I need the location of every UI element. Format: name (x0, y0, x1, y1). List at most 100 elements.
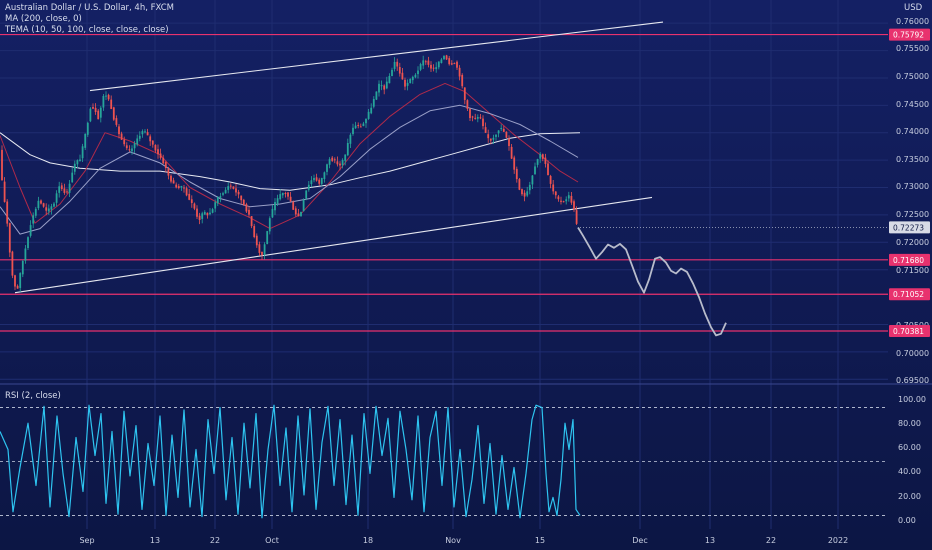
candle-body (242, 199, 245, 205)
candle-body (482, 118, 484, 127)
candle-body (362, 123, 365, 127)
candle-body (209, 212, 211, 215)
candle-body (14, 275, 16, 287)
ma200-line (0, 132, 581, 191)
candle-body (274, 201, 276, 211)
grid-lines (0, 0, 932, 529)
candle-body (21, 260, 24, 275)
candle-body (232, 186, 235, 189)
candle-body (391, 69, 393, 77)
candle-body (227, 186, 230, 190)
candle-body (383, 85, 386, 90)
candle-body (541, 154, 544, 159)
candle-body (567, 195, 570, 199)
candle-body (393, 61, 396, 69)
x-tick-label: Dec (632, 536, 647, 545)
candle-body (188, 193, 191, 200)
candle-body (554, 191, 557, 196)
candle-body (34, 208, 37, 216)
candle-body (27, 237, 29, 249)
candle-body (8, 223, 11, 253)
candle-body (162, 157, 165, 164)
candle-body (292, 201, 295, 210)
candle-body (237, 191, 240, 195)
candle-body (248, 209, 250, 215)
candle-body (219, 196, 222, 198)
indicator-lines (0, 82, 581, 235)
candle-body (94, 107, 97, 112)
candle-body (372, 99, 375, 107)
candle-body (170, 175, 172, 182)
candle-body (206, 212, 209, 216)
current-price-tag (889, 221, 930, 234)
candle-body (476, 116, 479, 119)
candle-body (294, 208, 297, 215)
candle-body (461, 74, 464, 87)
candle-body (136, 138, 139, 145)
forecast-path (577, 227, 727, 337)
candle-body (79, 159, 81, 162)
candle-body (359, 126, 362, 128)
tema-fast-line (0, 82, 579, 230)
candle-body (432, 67, 435, 69)
candle-body (515, 168, 518, 180)
candle-body (105, 95, 107, 97)
candle-body (510, 146, 513, 159)
candle-body (63, 188, 66, 193)
candle-body (190, 199, 193, 203)
candle-body (92, 106, 94, 109)
candle-body (1, 149, 3, 181)
candle-body (365, 119, 367, 124)
candle-body (385, 81, 388, 89)
candle-body (115, 118, 118, 125)
candle-body (398, 67, 401, 74)
candle-body (263, 244, 266, 255)
candle-body (258, 244, 261, 253)
candle-body (378, 83, 380, 93)
candle-body (437, 61, 440, 68)
legend-tema: TEMA (10, 50, 100, close, close, close) (5, 25, 169, 35)
legend-rsi: RSI (2, close) (5, 391, 61, 401)
candle-body (401, 72, 404, 80)
candle-body (53, 203, 55, 207)
candle-body (508, 138, 510, 146)
candle-body (222, 193, 224, 195)
rsi-tick-label: 0.00 (898, 516, 916, 525)
candle-body (328, 159, 331, 165)
candle-body (318, 179, 321, 184)
candle-body (131, 148, 133, 152)
candle-body (323, 172, 326, 180)
candle-body (453, 63, 456, 65)
candle-body (354, 125, 357, 129)
candle-body (557, 196, 560, 200)
candle-body (203, 211, 206, 215)
candle-body (123, 139, 126, 145)
candle-body (445, 55, 448, 60)
candle-body (302, 199, 305, 212)
candle-body (357, 125, 360, 127)
candle-body (450, 63, 453, 65)
candle-body (336, 161, 339, 165)
candle-body (352, 127, 354, 134)
y-tick-label: 0.73000 (896, 182, 929, 191)
candle-body (411, 76, 414, 81)
candle-body (253, 226, 256, 238)
candle-body (81, 146, 84, 159)
candle-body (235, 188, 237, 193)
candle-body (424, 61, 427, 63)
candle-body (112, 107, 115, 120)
candle-body (349, 134, 352, 144)
candle-body (42, 203, 45, 207)
candle-body (216, 197, 219, 204)
candle-body (500, 128, 503, 130)
candle-body (427, 60, 430, 65)
candle-body (133, 143, 136, 149)
candle-body (552, 184, 555, 192)
candle-body (523, 192, 526, 197)
legend-ma: MA (200, close, 0) (5, 14, 82, 24)
candle-body (261, 251, 263, 255)
candle-body (526, 191, 529, 196)
candle-body (76, 160, 79, 165)
x-tick-label: 22 (766, 536, 776, 545)
